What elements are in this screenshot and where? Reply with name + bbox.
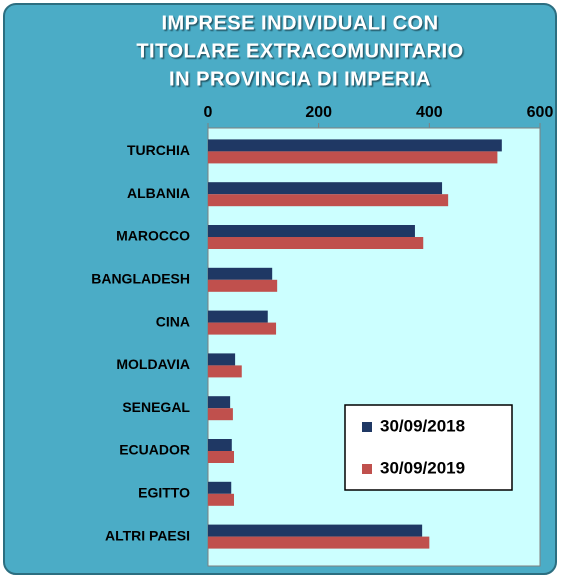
legend-box	[344, 404, 513, 491]
legend-label: 30/09/2019	[380, 458, 465, 477]
y-tick-label: MAROCCO	[116, 228, 190, 244]
bar	[208, 194, 449, 207]
y-tick-label: TURCHIA	[127, 142, 190, 158]
bar	[208, 524, 423, 537]
bar	[208, 322, 277, 335]
legend-label: 30/09/2018	[380, 416, 465, 435]
bar	[208, 365, 242, 378]
y-tick-label: ALBANIA	[127, 185, 190, 201]
x-tick-label: 400	[416, 104, 443, 121]
chart-title: TITOLARE EXTRACOMUNITARIO	[136, 40, 463, 62]
bar	[208, 225, 415, 237]
y-tick-label: BANGLADESH	[91, 271, 190, 287]
y-tick-label: CINA	[156, 313, 190, 329]
bar	[208, 139, 502, 152]
bar	[208, 408, 233, 421]
bar	[208, 267, 273, 280]
chart-title: IN PROVINCIA DI IMPERIA	[169, 68, 431, 90]
y-tick-label: ECUADOR	[119, 442, 190, 458]
y-tick-label: ALTRI PAESI	[105, 527, 190, 543]
bar	[208, 279, 278, 292]
bar	[208, 396, 231, 409]
x-tick-label: 600	[527, 104, 554, 121]
bar	[208, 439, 232, 451]
bar	[208, 451, 235, 463]
legend-swatch	[362, 422, 372, 432]
y-tick-label: MOLDAVIA	[116, 356, 190, 372]
legend-swatch	[362, 464, 372, 474]
bar	[208, 237, 424, 249]
bar	[208, 310, 268, 323]
bar	[208, 151, 498, 164]
bar	[208, 481, 232, 494]
bar	[208, 353, 236, 366]
bar	[208, 493, 235, 506]
y-tick-label: EGITTO	[138, 485, 190, 501]
y-tick-label: SENEGAL	[122, 399, 190, 415]
bar	[208, 182, 443, 195]
chart-title: IMPRESE INDIVIDUALI CON	[161, 12, 438, 34]
bar	[208, 536, 430, 549]
x-tick-label: 0	[204, 104, 213, 121]
x-tick-label: 200	[305, 104, 332, 121]
